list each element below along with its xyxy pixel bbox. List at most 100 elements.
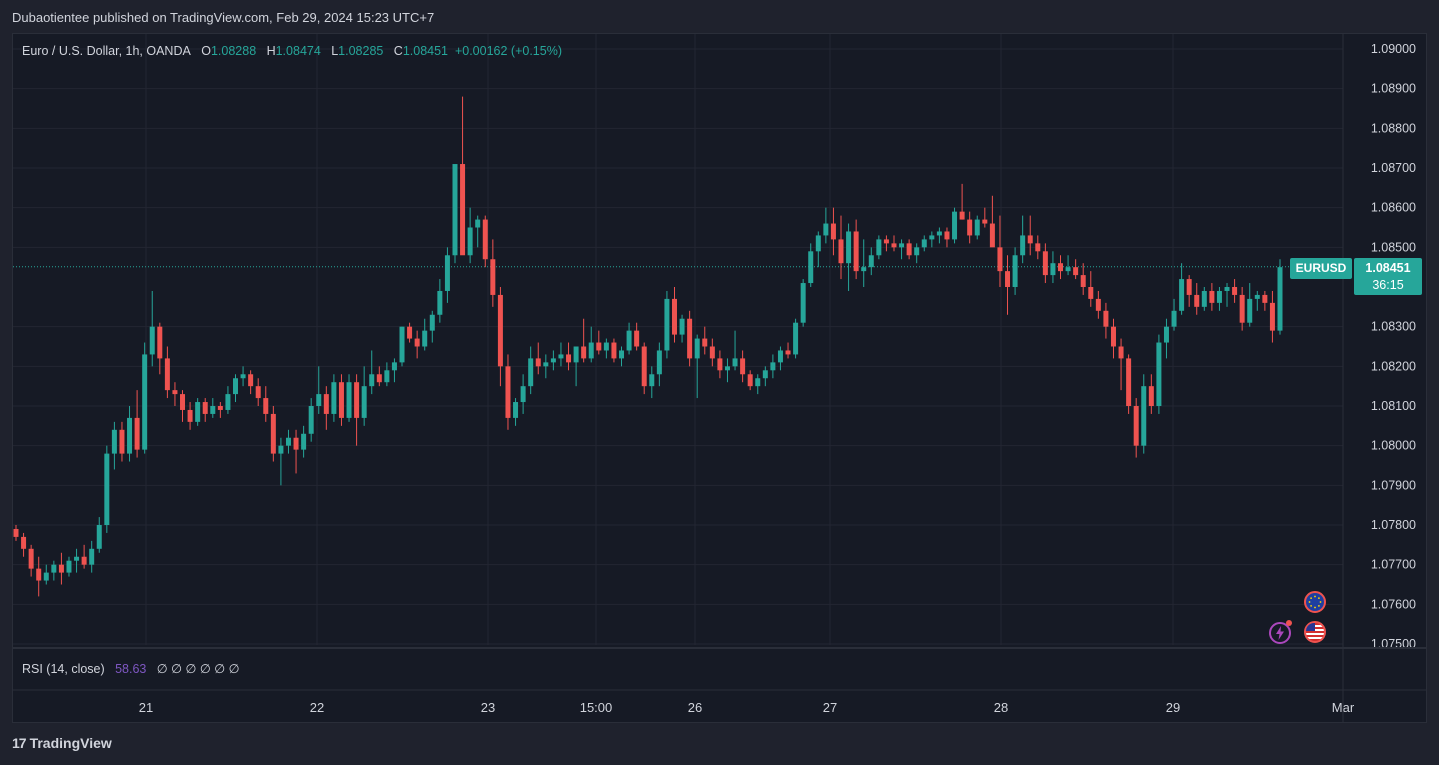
candle-body <box>974 219 980 236</box>
candle-body <box>180 394 186 410</box>
y-tick-label: 1.07800 <box>1371 518 1416 532</box>
us-flag-icon[interactable] <box>1304 621 1326 643</box>
candle-body <box>1118 346 1124 359</box>
candle-body <box>899 243 905 248</box>
candle-body <box>119 429 125 454</box>
candle-body <box>868 255 874 268</box>
candle-body <box>861 267 867 272</box>
candle-body <box>104 453 110 526</box>
candle-body <box>649 374 655 387</box>
candle-body <box>785 350 791 355</box>
candle-body <box>1171 310 1177 327</box>
x-tick-label: 21 <box>139 700 153 715</box>
candle-body <box>1141 386 1147 446</box>
candle-body <box>157 326 163 359</box>
candle-body <box>1050 263 1056 276</box>
candle-body <box>1186 279 1192 295</box>
candle-body <box>1232 287 1238 295</box>
candle-body <box>270 413 276 454</box>
candle-body <box>66 560 72 573</box>
x-tick-label: 27 <box>823 700 837 715</box>
y-tick-label: 1.07600 <box>1371 597 1416 611</box>
candle-body <box>210 406 216 414</box>
candle-body <box>702 338 708 347</box>
candle-body <box>1209 290 1215 303</box>
candle-body <box>232 378 238 395</box>
candle-body <box>815 235 821 252</box>
candle-body <box>391 362 397 371</box>
candle-body <box>164 358 170 391</box>
candle-body <box>384 370 390 383</box>
candle-body <box>142 354 148 450</box>
y-tick-label: 1.07700 <box>1371 558 1416 572</box>
candle-body <box>354 382 360 418</box>
candle-body <box>407 326 413 339</box>
candle-body <box>240 374 246 379</box>
rsi-legend[interactable]: RSI (14, close) 58.63 ∅ ∅ ∅ ∅ ∅ ∅ <box>22 661 240 676</box>
candle-body <box>603 342 609 351</box>
publish-header: Dubaotientee published on TradingView.co… <box>0 0 1439 34</box>
candle-body <box>1035 243 1041 252</box>
candle-body <box>619 350 625 359</box>
candle-body <box>452 164 458 256</box>
candle-body <box>505 366 511 418</box>
candle-body <box>308 406 314 434</box>
candle-body <box>687 318 693 359</box>
candle-body <box>740 358 746 375</box>
candle-body <box>1179 279 1185 311</box>
candle-body <box>195 402 201 422</box>
candle-body <box>1269 302 1275 331</box>
bar-countdown: 36:15 <box>1372 278 1404 292</box>
candle-body <box>838 239 844 264</box>
candle-body <box>732 358 738 367</box>
candle-body <box>853 231 859 272</box>
candle-body <box>679 318 685 335</box>
footer-brand: TradingView <box>29 735 112 751</box>
candle-body <box>323 394 329 414</box>
candle-body <box>528 358 534 387</box>
candle-body <box>967 219 973 236</box>
candle-body <box>285 437 291 446</box>
x-tick-label: 15:00 <box>580 700 613 715</box>
candle-body <box>596 342 602 351</box>
candle-body <box>1103 310 1109 327</box>
candle-body <box>437 290 443 315</box>
flash-icon[interactable] <box>1269 620 1292 644</box>
candle-body <box>830 223 836 240</box>
rsi-placeholders: ∅ ∅ ∅ ∅ ∅ ∅ <box>156 662 240 676</box>
candle-body <box>876 239 882 256</box>
candle-body <box>1058 263 1064 272</box>
publisher-line: Dubaotientee published on TradingView.co… <box>12 10 435 25</box>
candle-body <box>800 283 806 323</box>
candle-body <box>777 350 783 363</box>
y-tick-label: 1.08800 <box>1371 121 1416 135</box>
candle-body <box>278 445 284 454</box>
candle-body <box>952 211 958 240</box>
candle-body <box>883 239 889 244</box>
candle-body <box>475 219 481 228</box>
candle-body <box>263 398 269 414</box>
candle-body <box>641 346 647 387</box>
rsi-label: RSI (14, close) <box>22 662 105 676</box>
candle-body <box>808 251 814 284</box>
candle-body <box>1254 294 1260 299</box>
candle-body <box>921 239 927 248</box>
price-change: +0.00162 (+0.15%) <box>454 44 562 58</box>
candle-body <box>1042 251 1048 276</box>
candle-body <box>51 564 57 573</box>
tradingview-footer[interactable]: 17 TradingView <box>12 735 112 751</box>
candle-body <box>762 370 768 379</box>
x-tick-label: 22 <box>310 700 324 715</box>
eu-flag-icon[interactable] <box>1304 591 1326 613</box>
candle-body <box>111 429 117 454</box>
candle-body <box>944 231 950 240</box>
high-value: 1.08474 <box>275 44 321 58</box>
candle-body <box>293 437 299 450</box>
candle-body <box>656 350 662 375</box>
candle-body <box>301 433 307 450</box>
symbol-legend[interactable]: Euro / U.S. Dollar, 1h, OANDA O1.08288 H… <box>22 44 562 58</box>
candle-body <box>1012 255 1018 288</box>
candle-body <box>490 259 496 295</box>
candle-body <box>1005 271 1011 288</box>
